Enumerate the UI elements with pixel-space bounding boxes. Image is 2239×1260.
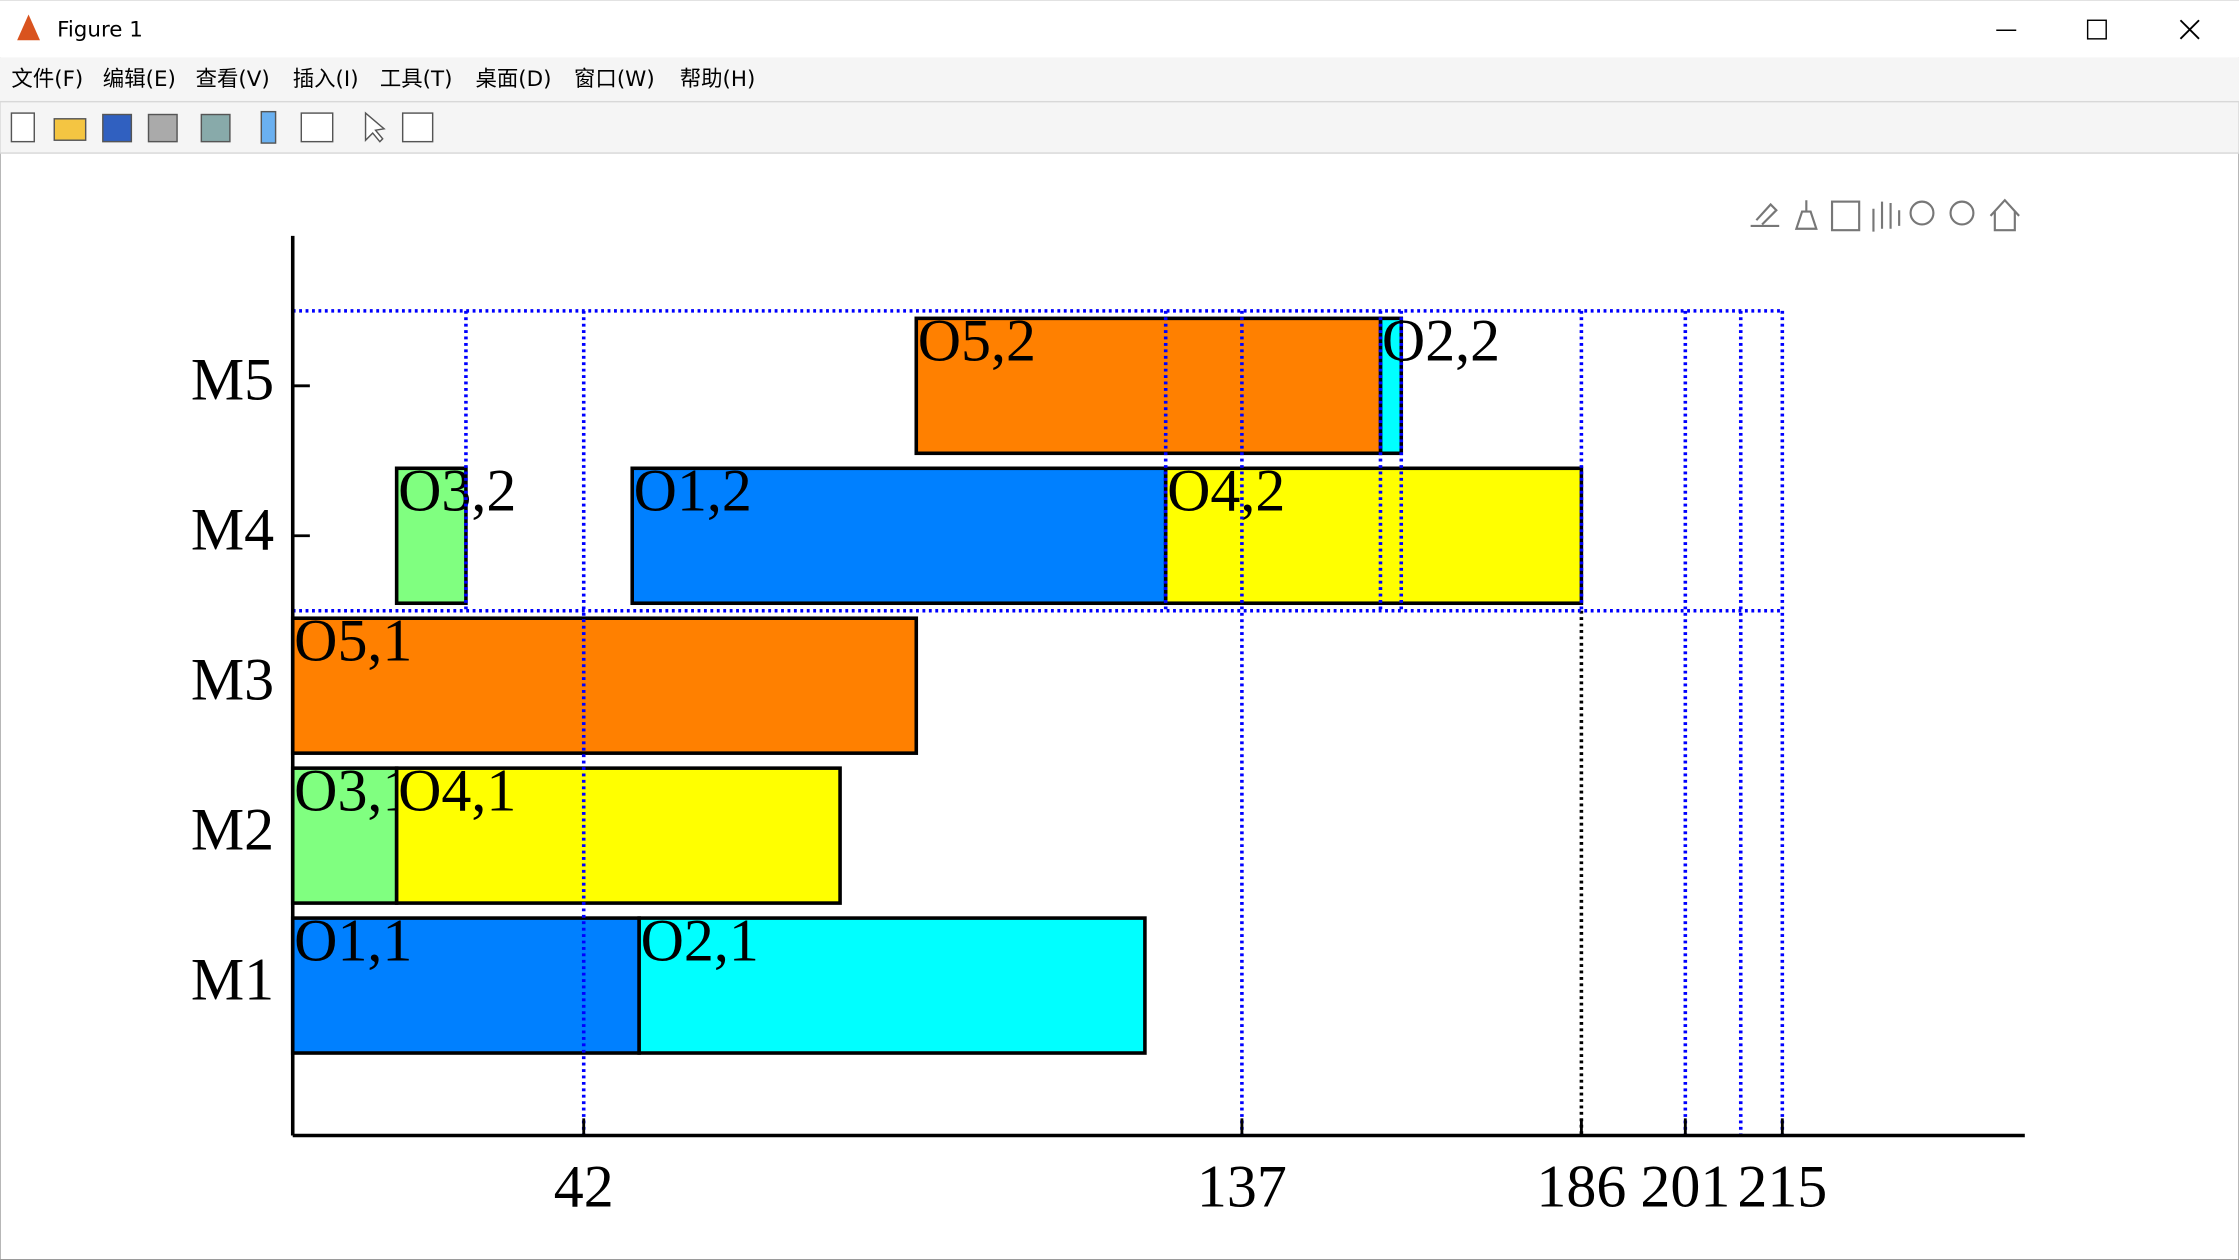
rotate-button[interactable] [1830, 200, 1861, 232]
print-button[interactable] [147, 113, 178, 143]
toolbar-buttons [10, 110, 434, 144]
property-button[interactable] [401, 112, 434, 143]
task-bar [914, 316, 1383, 456]
datatip-button[interactable] [1794, 200, 1818, 230]
task-bar [1163, 466, 1584, 606]
maximize-button[interactable] [2086, 19, 2107, 40]
app-icon [17, 14, 40, 41]
x-tick-label: 201 [1640, 1153, 1730, 1219]
task-label: O1,2 [634, 458, 752, 524]
y-tick-label: M2 [191, 796, 274, 862]
menu-item[interactable]: 桌面(D) [476, 67, 552, 92]
task-bar [394, 466, 468, 606]
edit-button[interactable] [364, 111, 386, 143]
y-tick-label: M5 [191, 347, 274, 413]
open-button[interactable] [53, 118, 87, 141]
x-tick-label: 215 [1737, 1153, 1827, 1219]
x-tick-label: 42 [554, 1153, 614, 1219]
y-tick-label: M1 [191, 946, 274, 1012]
task-label: O5,2 [918, 308, 1036, 374]
save-button[interactable] [102, 113, 133, 143]
task-bar [290, 916, 641, 1055]
axes-toolbar [1750, 198, 2020, 232]
menu-item[interactable]: 工具(T) [380, 67, 453, 92]
y-tick-label: M4 [191, 497, 274, 563]
home-button[interactable] [1989, 198, 2020, 232]
task-label: O1,1 [294, 907, 412, 973]
y-tick-label: M3 [191, 646, 274, 712]
task-label: O3,1 [294, 757, 412, 823]
task-label: O2,1 [641, 907, 759, 973]
task-bar [394, 766, 842, 905]
menu-item[interactable]: 文件(F) [11, 67, 83, 92]
task-label: O3,2 [398, 458, 516, 524]
task-label: O4,2 [1167, 458, 1285, 524]
legend-button[interactable] [300, 112, 334, 143]
menu-item[interactable]: 插入(I) [293, 67, 359, 92]
task-label: O5,1 [294, 608, 412, 674]
menu: 文件(F) 编辑(E) 查看(V) 插入(I) 工具(T) 桌面(D) 窗口(W) 帮助(H) [11, 67, 755, 92]
x-tick-label: 137 [1197, 1153, 1287, 1219]
title-bar [0, 0, 2239, 58]
menu-item[interactable]: 查看(V) [196, 67, 270, 92]
task-bar [630, 466, 1168, 606]
pan-button[interactable] [1872, 201, 1901, 232]
axes: M1 O1,1 O2,1 M2 O3,1O4,1 M3 O5,1 M4 O1,2 O3,2 O4,2… [191, 235, 2025, 1219]
menu-item[interactable]: 帮助(H) [680, 67, 756, 92]
task-label: O4,1 [398, 757, 516, 823]
colorbar-button[interactable] [260, 110, 277, 144]
brush-button[interactable] [1750, 202, 1780, 227]
menu-item[interactable]: 编辑(E) [103, 67, 176, 92]
task-bar [637, 916, 1147, 1055]
menu-item[interactable]: 窗口(W) [574, 67, 655, 92]
task-bar [290, 766, 399, 905]
zoom-out-button[interactable] [1949, 200, 1975, 226]
new-button[interactable] [10, 112, 35, 143]
close-button[interactable] [2179, 19, 2200, 40]
zoom-in-button[interactable] [1909, 200, 1935, 226]
x-tick-label: 186 [1536, 1153, 1626, 1219]
link-button[interactable] [200, 113, 231, 143]
toolbar [0, 100, 2239, 154]
window-title: Figure 1 [57, 17, 143, 42]
menu-bar [0, 57, 2239, 102]
